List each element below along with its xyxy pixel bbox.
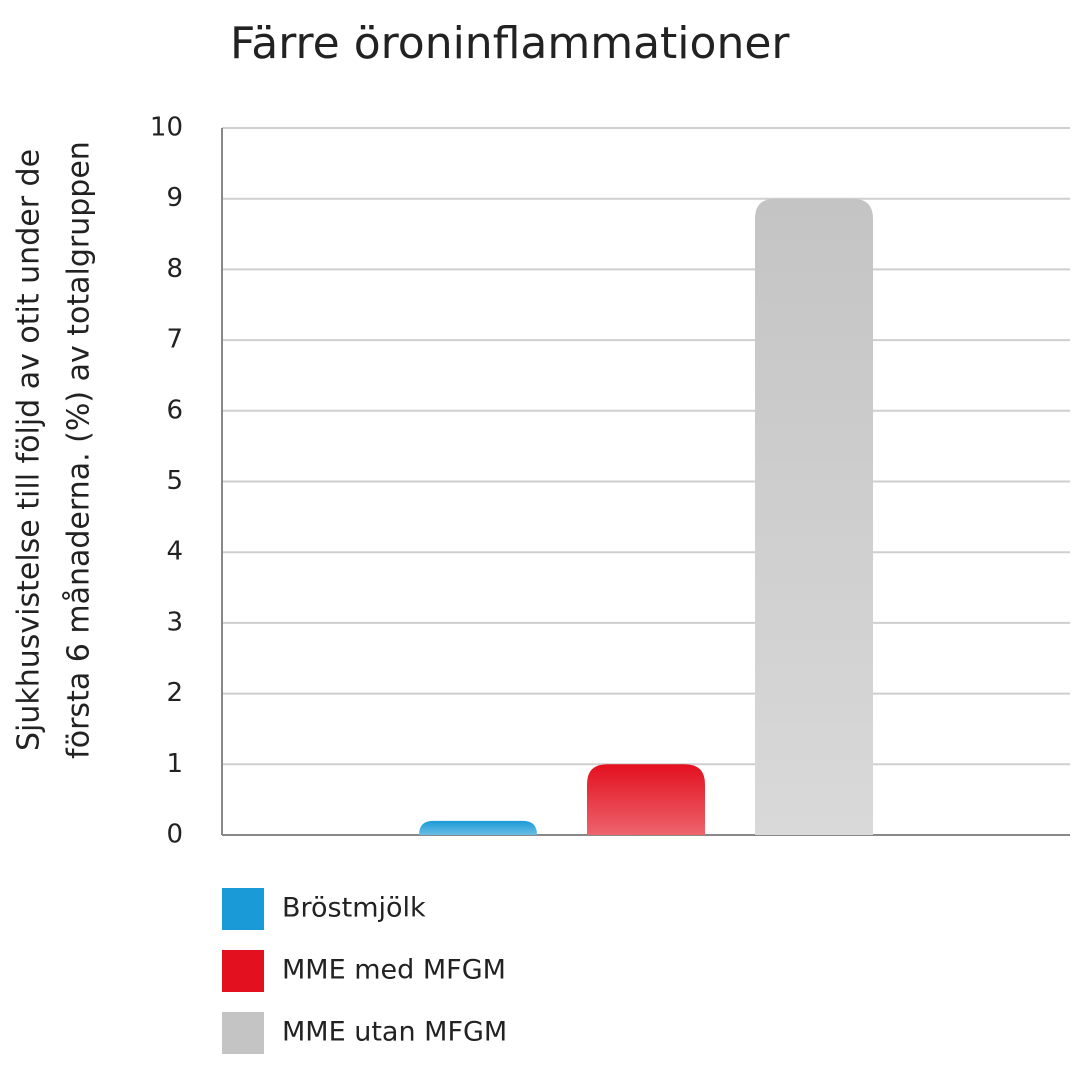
legend-label: MME med MFGM xyxy=(282,955,506,986)
y-tick-label: 5 xyxy=(166,466,183,496)
legend-swatch xyxy=(222,888,264,930)
y-axis-title: Sjukhusvistelse till följd av otit under… xyxy=(12,141,97,759)
bar xyxy=(587,764,705,835)
y-tick-label: 0 xyxy=(166,820,183,850)
y-tick-label: 9 xyxy=(166,183,183,213)
legend-swatch xyxy=(222,1012,264,1054)
y-axis-title-line: första 6 månaderna. (%) av totalgruppen xyxy=(62,141,97,759)
legend-swatch xyxy=(222,950,264,992)
y-tick-label: 4 xyxy=(166,537,183,567)
legend-label: Bröstmjölk xyxy=(282,893,426,924)
bar xyxy=(419,820,537,835)
bar xyxy=(755,198,873,835)
y-tick-label: 1 xyxy=(166,749,183,779)
y-tick-label: 10 xyxy=(150,113,183,143)
legend-label: MME utan MFGM xyxy=(282,1017,507,1048)
y-tick-label: 7 xyxy=(166,325,183,355)
y-tick-label: 6 xyxy=(166,395,183,425)
chart-title: Färre öroninflammationer xyxy=(230,18,790,69)
y-tick-label: 8 xyxy=(166,254,183,284)
y-axis-title-line: Sjukhusvistelse till följd av otit under… xyxy=(12,149,47,751)
y-tick-label: 2 xyxy=(166,678,183,708)
y-tick-label: 3 xyxy=(166,607,183,637)
